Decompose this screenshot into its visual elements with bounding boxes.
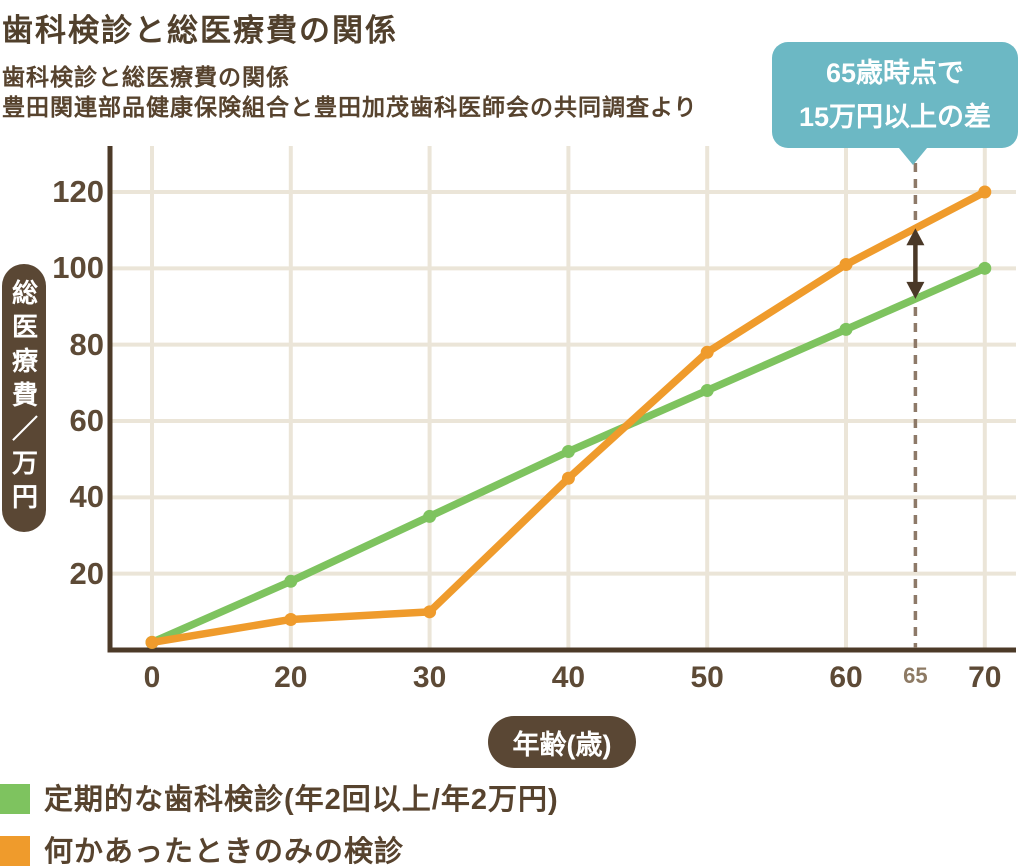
x-tick-label-65: 65	[903, 663, 928, 688]
legend-item-regular-checkup: 定期的な歯科検診(年2回以上/年2万円)	[0, 784, 559, 816]
x-tick-label: 40	[551, 661, 586, 694]
x-tick-label: 60	[829, 661, 863, 694]
legend-item-occasional-checkup: 何かあったときのみの検診	[0, 836, 404, 866]
x-tick-label: 0	[143, 661, 161, 694]
legend-swatch-orange	[0, 836, 30, 866]
x-tick-label: 50	[690, 661, 724, 694]
axis-lines	[107, 146, 1016, 653]
x-axis-label-pill: 年齢(歳)	[488, 716, 636, 768]
y-axis-label-pill: 総医療費／万円	[2, 264, 46, 532]
y-tick-label: 60	[69, 403, 104, 438]
y-tick-label: 120	[52, 174, 104, 209]
y-tick-label: 20	[69, 555, 104, 591]
gridlines	[110, 146, 1016, 650]
difference-callout: 65歳時点で 15万円以上の差	[772, 42, 1018, 165]
callout-line2: 15万円以上の差	[798, 102, 992, 132]
series-occasional-checkup	[145, 185, 992, 649]
x-axis-label: 年齢(歳)	[512, 729, 612, 760]
chart-subtitle: 歯科検診と総医療費の関係	[2, 64, 290, 90]
legend-label-regular-checkup: 定期的な歯科検診(年2回以上/年2万円)	[44, 784, 559, 816]
page-title: 歯科検診と総医療費の関係	[2, 13, 398, 48]
y-tick-label: 80	[69, 326, 104, 362]
legend-label-occasional-checkup: 何かあったときのみの検診	[44, 836, 405, 866]
data-source-note: 豊田関連部品健康保険組合と豊田加茂歯科医師会の共同調査より	[2, 94, 698, 120]
callout-line1: 65歳時点で	[825, 58, 965, 88]
x-tick-label: 30	[412, 661, 447, 694]
y-tick-label: 40	[69, 479, 104, 515]
y-tick-label: 100	[52, 250, 104, 286]
difference-arrow	[906, 228, 925, 299]
y-axis-label: 総医療費／万円	[8, 279, 39, 517]
x-tick-label: 70	[968, 661, 1002, 694]
legend-swatch-green	[0, 784, 30, 814]
x-tick-label: 20	[274, 661, 308, 694]
